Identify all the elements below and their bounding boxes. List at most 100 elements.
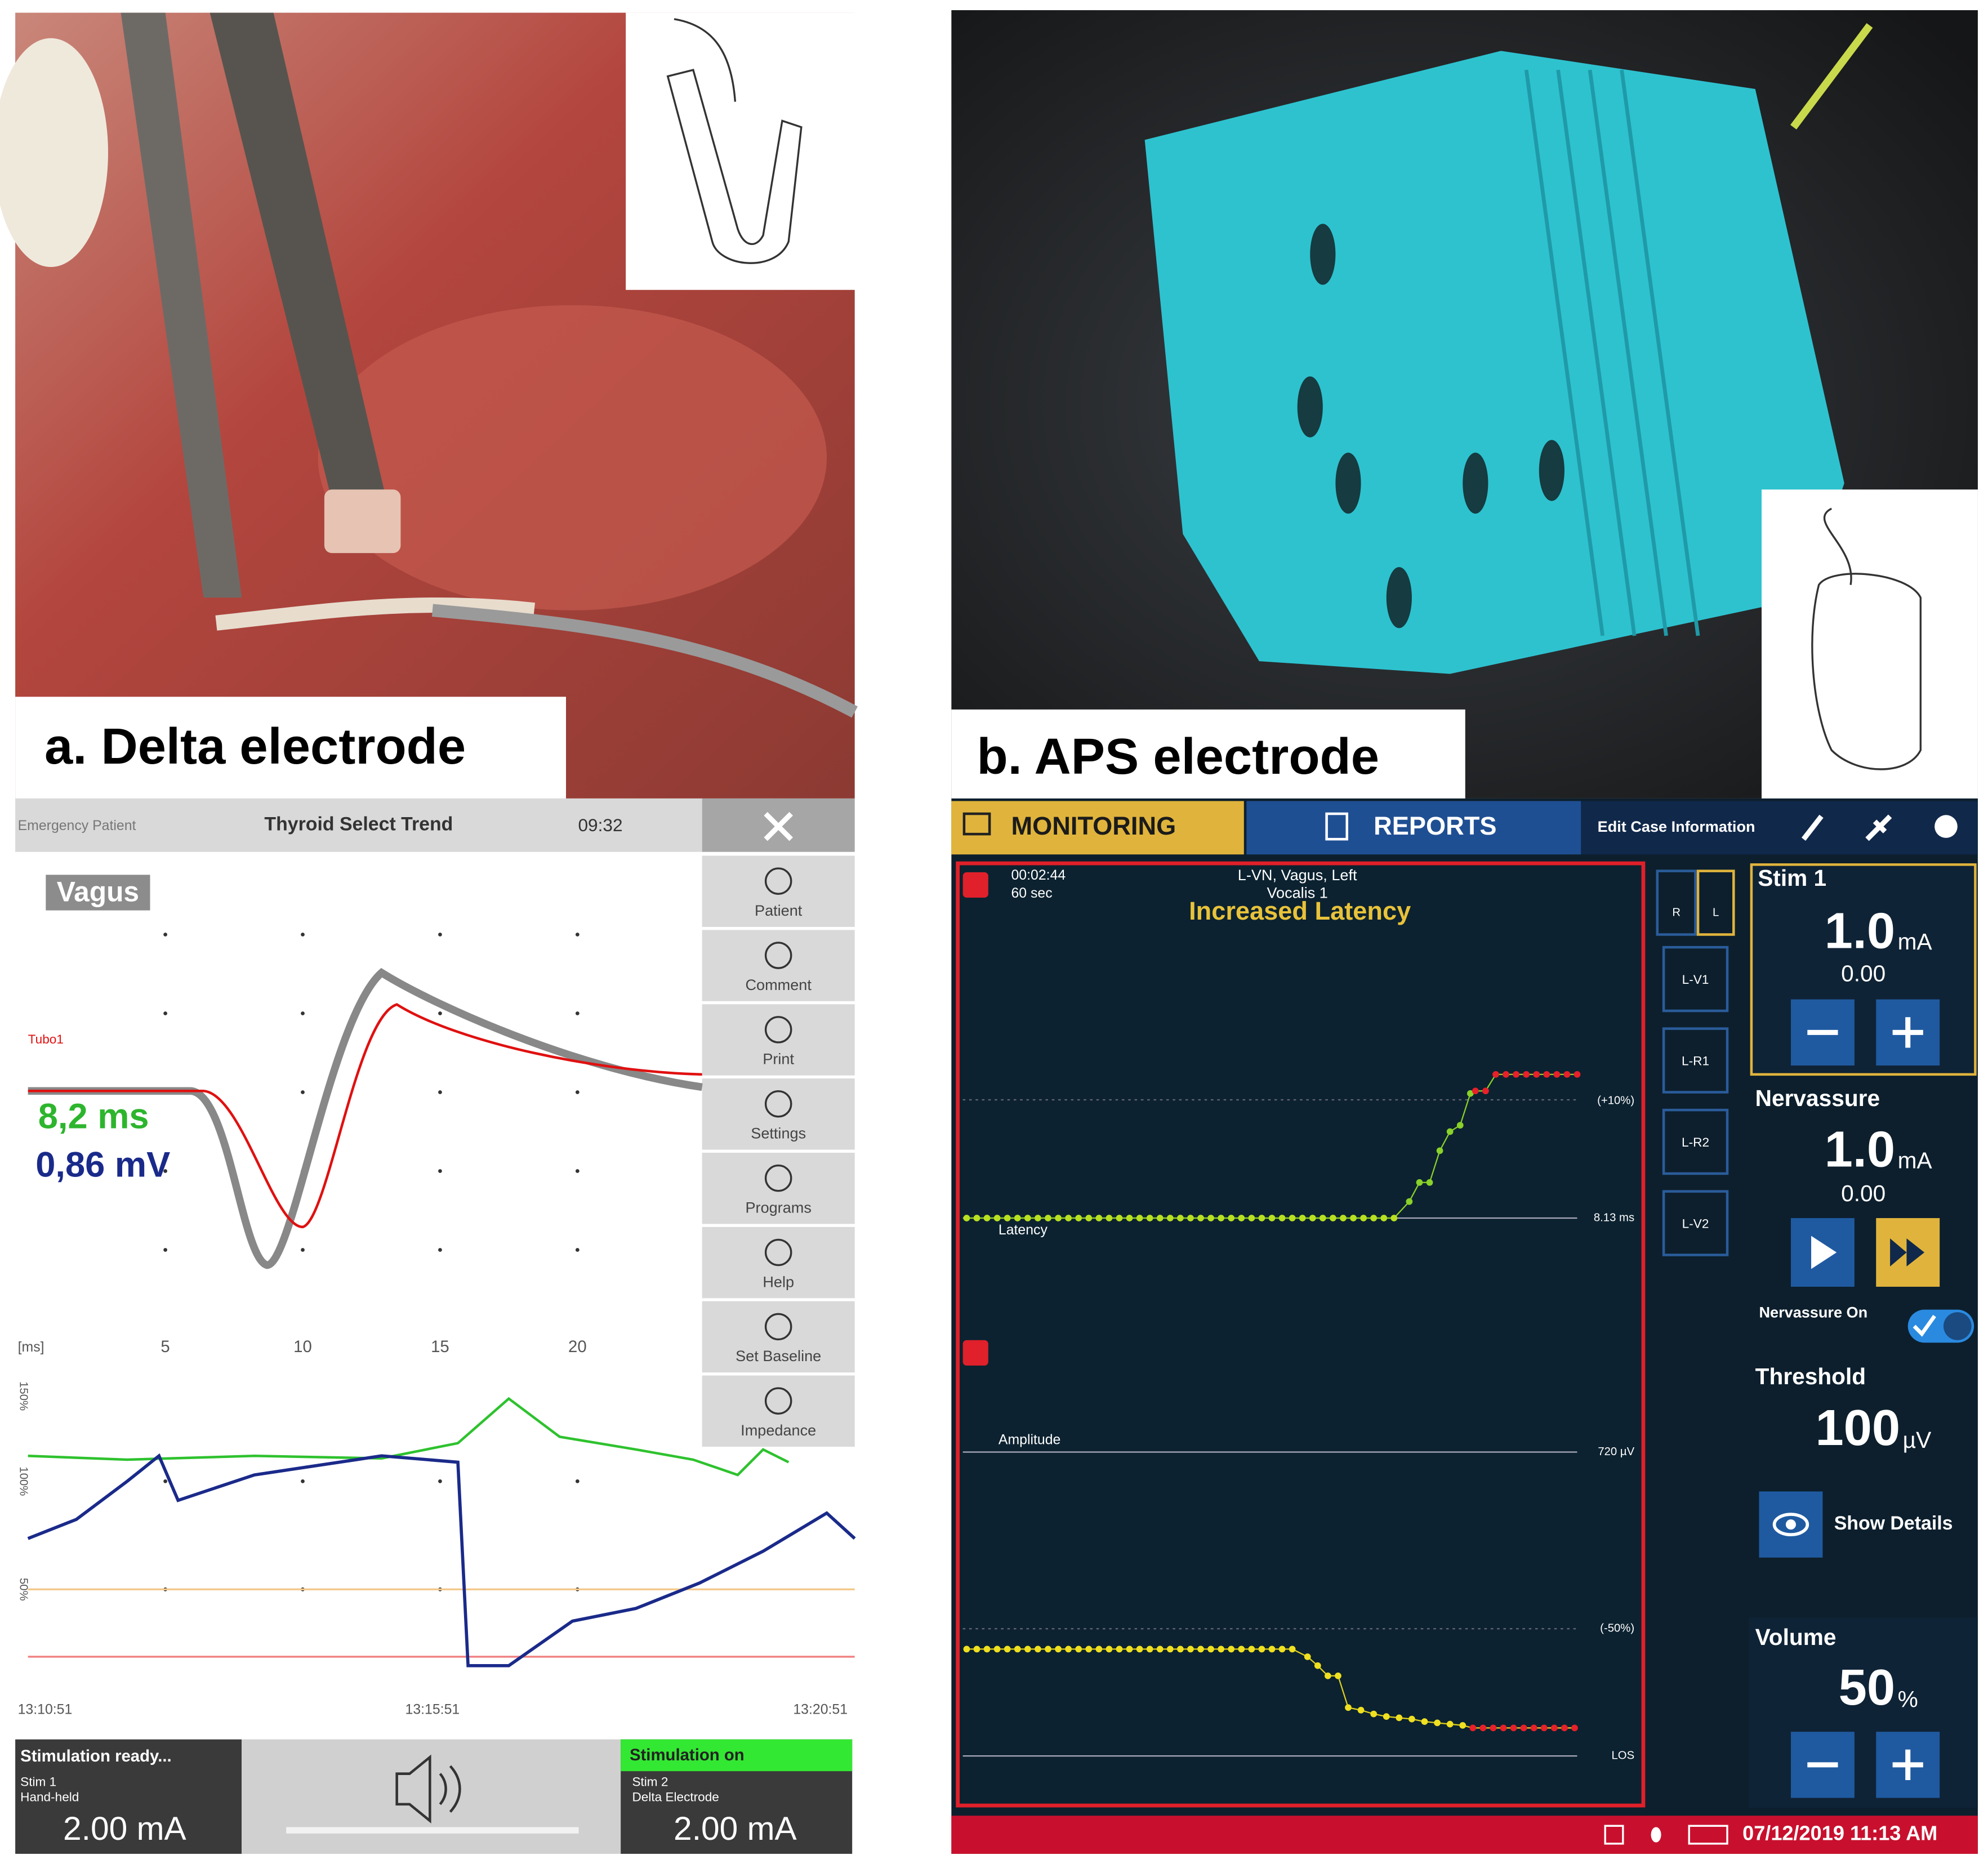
- status-icon: [1651, 1827, 1661, 1843]
- latency-dot: [1330, 1215, 1336, 1221]
- toggle-check: [1913, 1314, 1936, 1337]
- amplitude-dot: [1278, 1646, 1286, 1653]
- amplitude-dot: [1248, 1646, 1255, 1653]
- details-label: Show Details: [1834, 1513, 1953, 1534]
- plug-icon: [1865, 814, 1892, 841]
- tab-label: MONITORING: [1011, 811, 1176, 840]
- section-title: Stim 1: [1758, 865, 1826, 891]
- grid-dot: [163, 933, 167, 937]
- channel-label: L-R1: [1682, 1054, 1709, 1068]
- gauze: [0, 38, 108, 267]
- amplitude-dot: [1479, 1724, 1487, 1732]
- grid-dot: [438, 1169, 442, 1173]
- trend-axis-label: 150%: [17, 1381, 29, 1411]
- amplitude-dot: [1055, 1646, 1062, 1653]
- sidebar-label: Programs: [745, 1198, 811, 1216]
- amplitude-dot: [1520, 1724, 1527, 1732]
- amplitude-dot: [1004, 1646, 1011, 1653]
- latency-dot: [1166, 1215, 1174, 1221]
- status-left: [15, 1739, 242, 1854]
- tab-edit[interactable]: [1581, 801, 1978, 855]
- volume-slider[interactable]: [286, 1827, 579, 1834]
- latency-dot: [1309, 1215, 1316, 1221]
- help-icon[interactable]: [1934, 815, 1958, 838]
- amplitude-dot: [1500, 1724, 1507, 1732]
- tab-monitoring[interactable]: [951, 801, 1244, 855]
- probe-name: Delta Electrode: [632, 1790, 719, 1804]
- amplitude-dot: [1238, 1646, 1245, 1653]
- ridge: [1588, 69, 1668, 636]
- sidebar-label: Set Baseline: [736, 1347, 821, 1364]
- latency-dot: [1472, 1087, 1479, 1095]
- grid-dot: [301, 1011, 305, 1015]
- latency-dot: [1014, 1215, 1021, 1221]
- latency-dot: [1289, 1215, 1296, 1221]
- grid-dot: [301, 1479, 305, 1483]
- amplitude-dot: [1571, 1724, 1578, 1732]
- grid-dot: [438, 1090, 442, 1094]
- amplitude-readout: 0,86 mV: [35, 1145, 170, 1184]
- latency-dot: [1340, 1215, 1347, 1221]
- x-tick-label: 20: [568, 1337, 587, 1356]
- sidebar-icon: [764, 1387, 792, 1415]
- stim-status: Stimulation on: [630, 1746, 745, 1764]
- tab-label: Edit Case Information: [1598, 818, 1755, 835]
- latency-dot: [1319, 1215, 1326, 1221]
- side-select[interactable]: [1696, 869, 1735, 936]
- tab-reports[interactable]: [1246, 801, 1581, 855]
- trend-label: Latency: [999, 1223, 1048, 1238]
- trend-time: 13:20:51: [793, 1702, 848, 1717]
- amplitude-dot: [983, 1646, 991, 1653]
- amplitude-dot: [1218, 1646, 1225, 1653]
- latency-dot: [1248, 1215, 1255, 1221]
- stim-name: Stim 1: [20, 1774, 56, 1789]
- spot: [1463, 452, 1488, 514]
- current-trace: [28, 1003, 702, 1229]
- latency-dot: [1045, 1215, 1051, 1221]
- latency-dot: [1024, 1215, 1031, 1221]
- channel-button[interactable]: [1662, 946, 1729, 1013]
- channel-button[interactable]: [1662, 1027, 1729, 1094]
- latency-trend: [27, 1453, 856, 1667]
- fast-glyph: [1890, 1238, 1925, 1267]
- grid-dot: [163, 1479, 167, 1483]
- play-glyph: [1811, 1236, 1837, 1269]
- latency-readout: 8,2 ms: [38, 1097, 149, 1136]
- spot: [1539, 440, 1564, 501]
- spot: [1297, 376, 1323, 438]
- panel-label: b. APS electrode: [977, 728, 1379, 785]
- sidebar-icon: [764, 1090, 792, 1118]
- report-icon: [1325, 812, 1348, 841]
- latency-dot: [1492, 1071, 1499, 1078]
- amplitude-dot: [1304, 1653, 1311, 1660]
- side-select[interactable]: [1656, 869, 1697, 936]
- stim-unit: mA: [1898, 1147, 1933, 1173]
- amplitude-dot: [1434, 1719, 1441, 1727]
- latency-dot: [1406, 1198, 1413, 1205]
- latency-dot: [1268, 1215, 1276, 1221]
- label-box-a: [15, 697, 567, 799]
- latency-dot: [1146, 1215, 1153, 1221]
- channel-button[interactable]: [1662, 1108, 1729, 1175]
- amplitude-dot: [1459, 1722, 1467, 1729]
- latency-dot: [963, 1215, 970, 1221]
- ridge: [1524, 69, 1605, 636]
- elapsed-time: 00:02:44: [1011, 868, 1066, 883]
- latency-dot: [1299, 1215, 1306, 1221]
- amplitude-dot: [1095, 1646, 1103, 1653]
- grid-dot: [438, 1011, 442, 1015]
- latency-dot: [1390, 1215, 1398, 1221]
- volume-unit: %: [1898, 1687, 1918, 1713]
- baseline-label: 8.13 ms: [1594, 1211, 1634, 1224]
- section-title: Volume: [1755, 1624, 1837, 1650]
- grid-dot: [163, 1248, 167, 1252]
- time-window: 60 sec: [1011, 886, 1052, 901]
- volume-value: 50: [1839, 1659, 1895, 1716]
- plus-button-glyph: [1892, 1017, 1923, 1048]
- section-title: Nervassure: [1755, 1085, 1880, 1111]
- amplitude-dot: [1335, 1672, 1341, 1679]
- channel-button[interactable]: [1662, 1190, 1729, 1256]
- amplitude-dot: [1035, 1646, 1041, 1653]
- battery-icon: [1688, 1825, 1728, 1845]
